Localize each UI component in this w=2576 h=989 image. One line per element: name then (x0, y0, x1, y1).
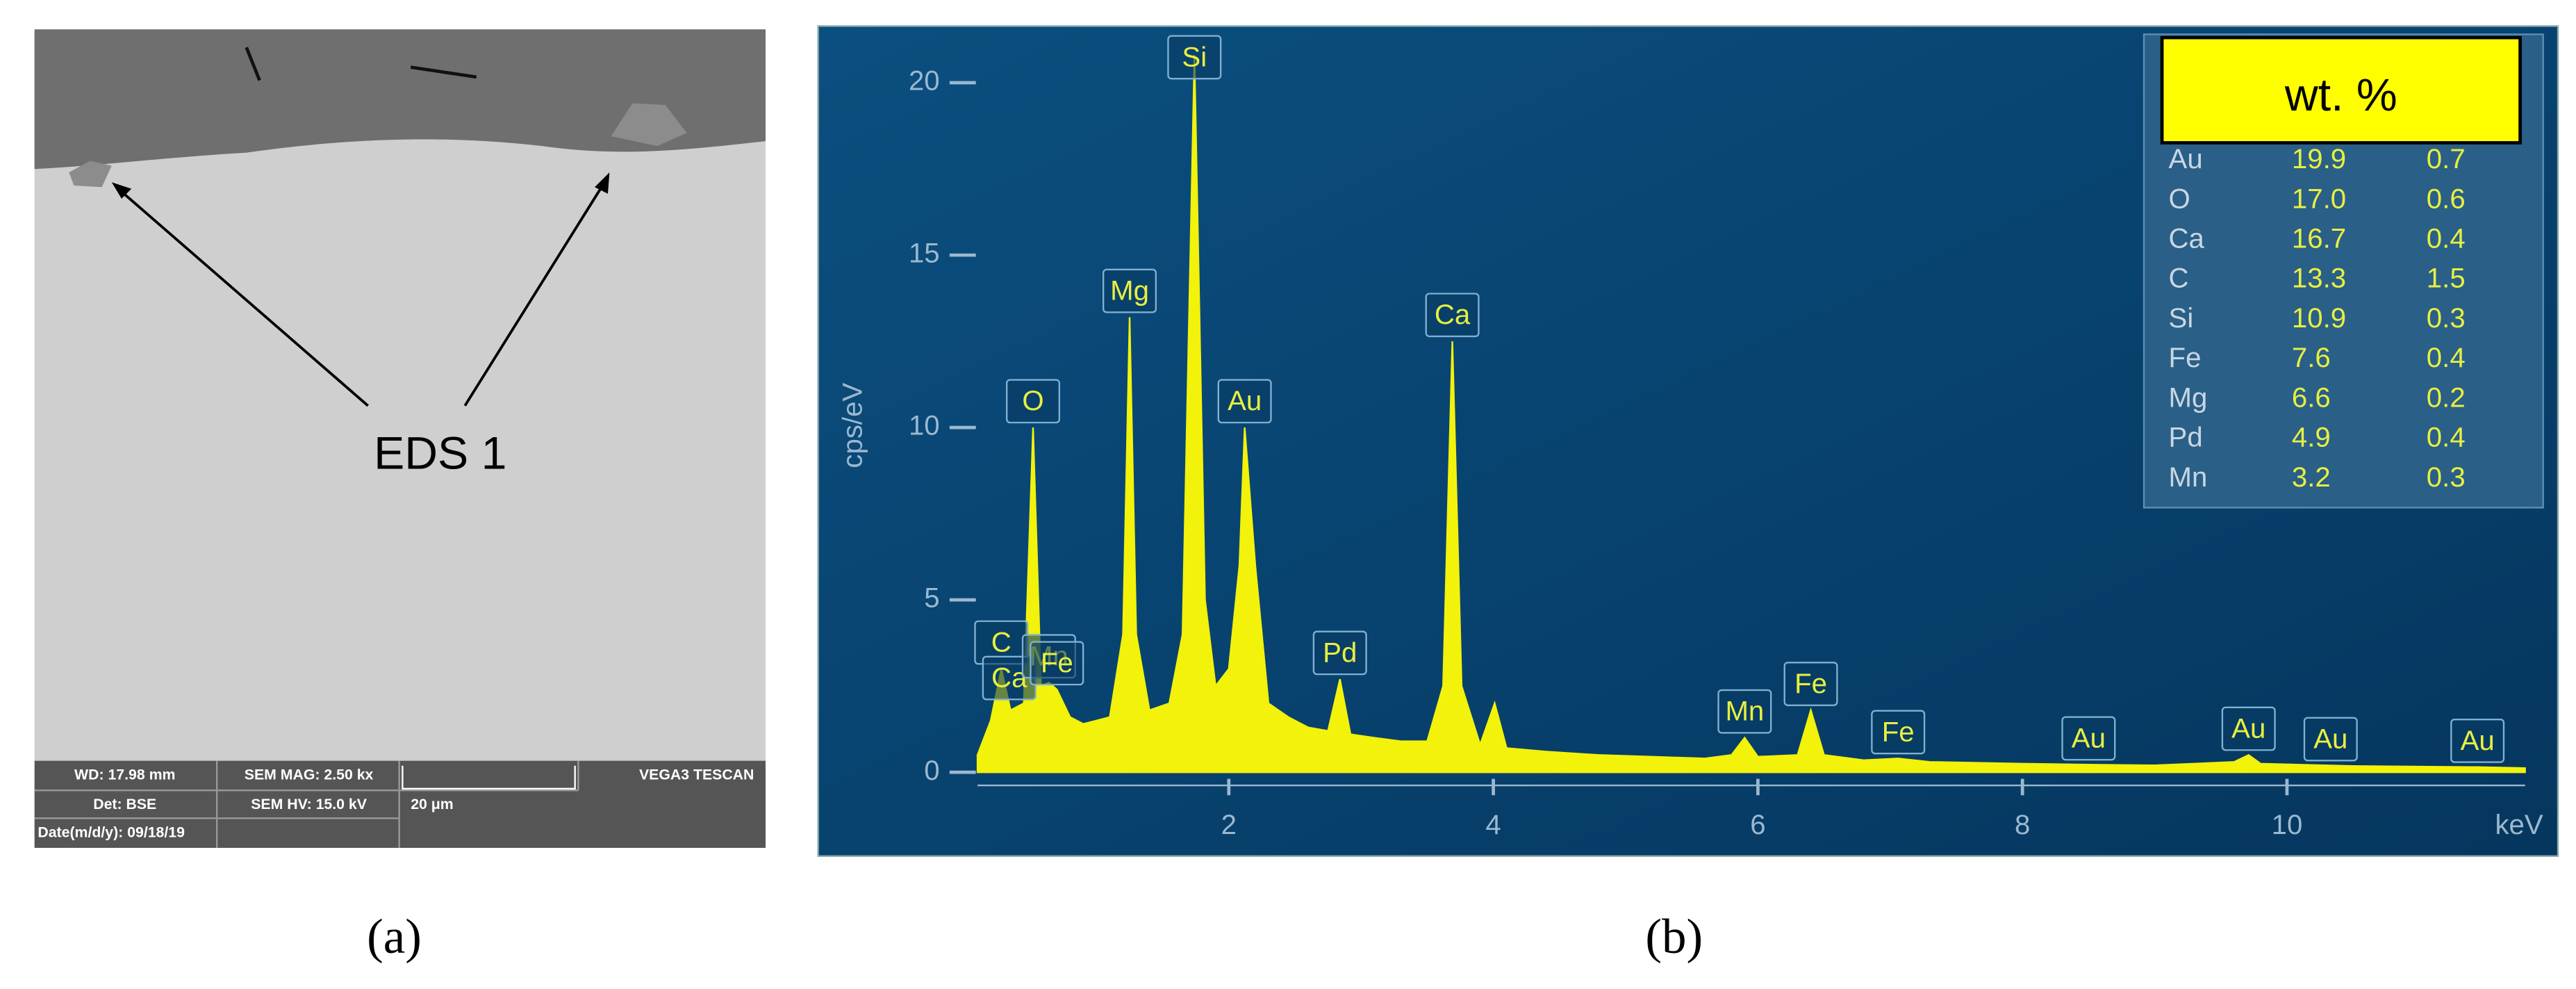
sem-particle (69, 161, 112, 188)
peak-label: Fe (1882, 716, 1915, 747)
x-axis-label: keV (2495, 809, 2543, 840)
peak-label: Au (2072, 722, 2106, 753)
table-value: 16.7 (2292, 223, 2346, 254)
peak-label: Ca (991, 662, 1027, 694)
peak-label: Ca (1435, 299, 1471, 330)
y-tick-label: 20 (909, 65, 940, 97)
y-axis-label: cps/eV (836, 383, 868, 468)
peak-label: Pd (1323, 637, 1357, 668)
peak-label: Au (1228, 385, 1262, 416)
caption: (b) (1645, 910, 1703, 964)
sem-info: 20 μm (411, 796, 453, 812)
peak-label-box (2450, 718, 2505, 763)
table-error: 0.4 (2427, 342, 2466, 373)
peak-label-box (1871, 710, 1926, 755)
x-tick-label: 10 (2272, 809, 2303, 840)
peak-label: Au (2313, 724, 2347, 755)
peak-label: Mn (1725, 696, 1764, 727)
peak-label-box (1425, 293, 1480, 338)
table-value: 3.2 (2292, 461, 2331, 493)
peak-label: Fe (1041, 647, 1073, 678)
table-value: 4.9 (2292, 422, 2331, 453)
table-element: Mg (2169, 382, 2208, 413)
sem-layer (34, 29, 766, 170)
y-tick-label: 5 (924, 582, 939, 614)
peak-label-box (1167, 35, 1222, 80)
arrow (463, 181, 606, 407)
table-error: 0.7 (2427, 143, 2466, 174)
table-value: 13.3 (2292, 263, 2346, 294)
table-element: Mn (2169, 461, 2208, 493)
peak-label-box (2303, 717, 2358, 762)
sem-info: WD: 17.98 mm (74, 767, 175, 783)
peak-label: Si (1182, 41, 1207, 72)
sem-info: VEGA3 TESCAN (639, 767, 754, 783)
sem-info: Det: BSE (93, 796, 156, 812)
x-tick-label: 4 (1485, 809, 1501, 840)
table-error: 1.5 (2427, 263, 2466, 294)
table-element: C (2169, 263, 2189, 294)
y-tick-label: 0 (924, 755, 939, 786)
peak-label: Fe (1794, 668, 1827, 699)
peak-label-box (1717, 689, 1772, 734)
x-tick-label: 8 (2015, 809, 2030, 840)
x-tick-label: 6 (1750, 809, 1765, 840)
sem-particle (611, 103, 687, 147)
spectrum (976, 55, 2526, 774)
sem-annotation: EDS 1 (374, 428, 506, 480)
table-element: O (2169, 183, 2190, 214)
table-value: 17.0 (2292, 183, 2346, 214)
peak-label-box (2061, 716, 2116, 761)
table-error: 0.4 (2427, 223, 2466, 254)
peak-label-box (2221, 706, 2276, 751)
peak-label: Au (2231, 713, 2265, 744)
scale-bar (402, 765, 576, 790)
table-error: 0.2 (2427, 382, 2466, 413)
peak-label-box (1217, 379, 1272, 424)
peak-label-box (1312, 630, 1367, 676)
table-value: 7.6 (2292, 342, 2331, 373)
y-tick-label: 15 (909, 238, 940, 269)
table-error: 0.3 (2427, 302, 2466, 334)
table-element: Pd (2169, 422, 2203, 453)
peak-label: Au (2461, 725, 2495, 756)
table-header-box (2160, 35, 2522, 145)
table-error: 0.4 (2427, 422, 2466, 453)
sem-info: SEM HV: 15.0 kV (251, 796, 367, 812)
table-element: Au (2169, 143, 2203, 174)
arrowhead (111, 182, 132, 199)
x-tick-label: 2 (1221, 809, 1237, 840)
sem-crack (245, 47, 477, 81)
table-element: Si (2169, 302, 2194, 334)
table-error: 0.6 (2427, 183, 2466, 214)
peak-label: C (991, 626, 1012, 657)
peak-label-box (1102, 268, 1157, 313)
sem-info: Date(m/d/y): 09/18/19 (38, 824, 185, 840)
peak-label-box (1783, 662, 1838, 706)
arrowhead (595, 172, 610, 194)
caption: (a) (367, 910, 422, 964)
table-value: 10.9 (2292, 302, 2346, 334)
table-element: Fe (2169, 342, 2202, 373)
table-error: 0.3 (2427, 461, 2466, 493)
peak-label: Mg (1110, 275, 1149, 306)
arrow (117, 188, 369, 407)
table-header: wt. % (2284, 70, 2397, 121)
plot: 0 5 10 15 20 2 4 6 8 10 C Ca O Mn Fe Mg Si Au Pd Ca Mn Fe Fe Au… (909, 33, 2544, 840)
peak-label-box (1006, 379, 1061, 424)
table-value: 19.9 (2292, 143, 2346, 174)
peak-label: O (1022, 385, 1043, 416)
sem-info: SEM MAG: 2.50 kx (245, 767, 374, 783)
sem-panel: EDS 1 WD: 17.98 mm SEM MAG: 2.50 kx VEGA… (34, 29, 766, 848)
table-element: Ca (2169, 223, 2205, 254)
sem-info-grid (34, 760, 579, 848)
peak-label-box (1030, 641, 1084, 686)
table-value: 6.6 (2292, 382, 2331, 413)
y-tick-label: 10 (909, 410, 940, 441)
